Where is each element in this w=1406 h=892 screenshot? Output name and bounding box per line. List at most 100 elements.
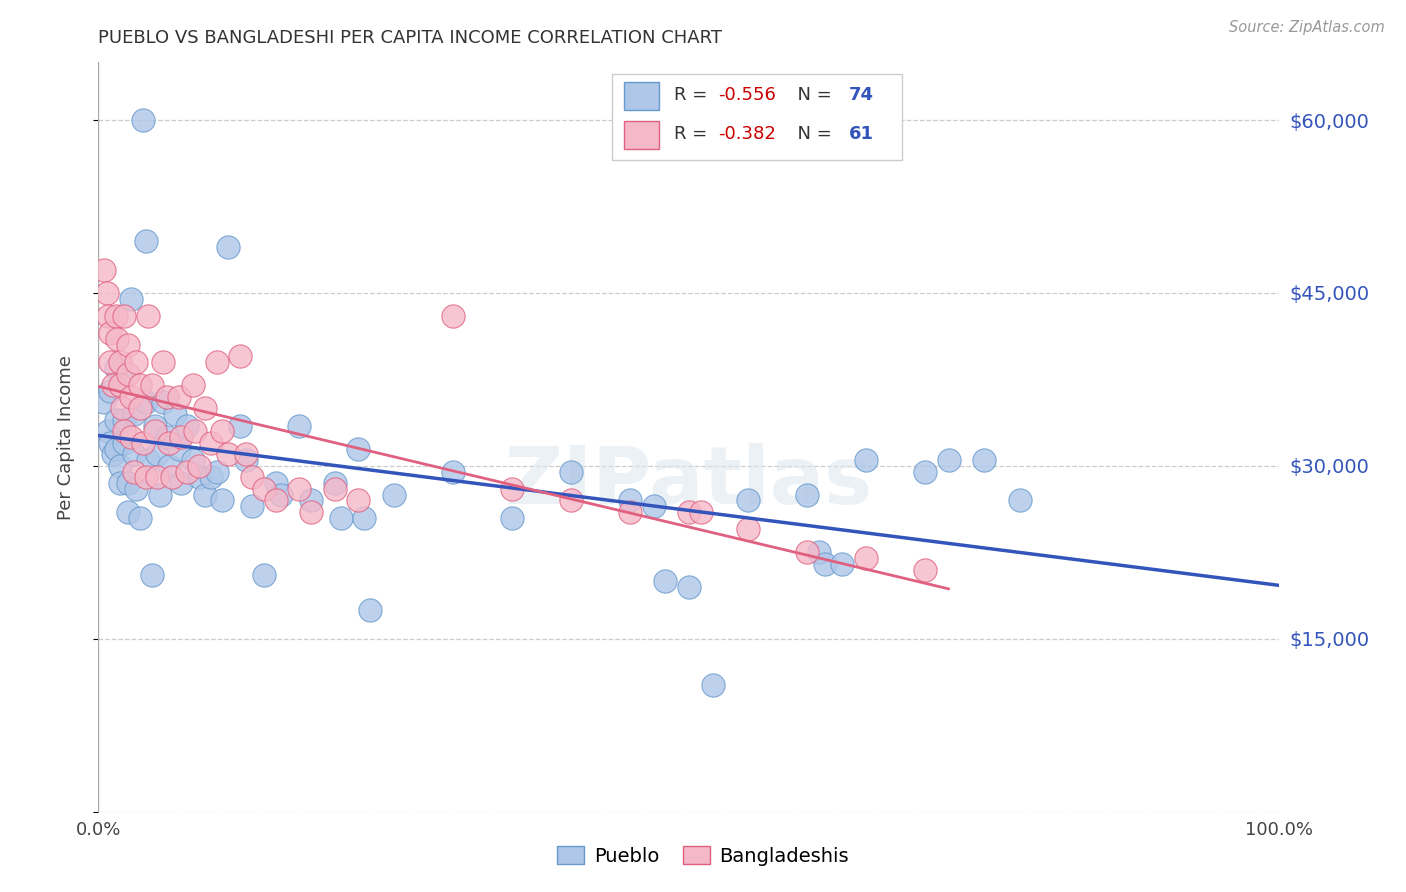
Point <box>121 292 143 306</box>
Point <box>136 309 159 323</box>
FancyBboxPatch shape <box>624 121 659 149</box>
Point <box>211 425 233 439</box>
Point <box>200 470 222 484</box>
Text: PUEBLO VS BANGLADESHI PER CAPITA INCOME CORRELATION CHART: PUEBLO VS BANGLADESHI PER CAPITA INCOME … <box>98 29 723 47</box>
Point <box>128 510 150 524</box>
Point <box>156 430 179 444</box>
Point <box>181 378 204 392</box>
Point <box>194 488 217 502</box>
Point <box>122 407 145 421</box>
Legend: Pueblo, Bangladeshis: Pueblo, Bangladeshis <box>550 838 856 873</box>
Text: ZIPatlas: ZIPatlas <box>505 443 873 521</box>
Point <box>121 390 143 404</box>
Point <box>264 476 287 491</box>
Point <box>98 435 121 450</box>
Point <box>141 378 163 392</box>
Point <box>240 500 263 514</box>
Point <box>253 568 276 582</box>
Point <box>831 557 853 571</box>
Text: 74: 74 <box>848 86 873 103</box>
Point <box>135 234 157 248</box>
FancyBboxPatch shape <box>612 74 901 160</box>
Point <box>643 500 665 514</box>
Point <box>146 447 169 461</box>
Point <box>654 574 676 589</box>
Point <box>501 482 523 496</box>
Point <box>165 407 187 421</box>
Point <box>187 470 209 484</box>
Point <box>187 458 209 473</box>
Point <box>359 603 381 617</box>
Point <box>157 435 180 450</box>
Point <box>108 458 131 473</box>
Point <box>170 476 193 491</box>
Point <box>108 378 131 392</box>
FancyBboxPatch shape <box>624 82 659 111</box>
Point <box>112 309 135 323</box>
Point <box>235 453 257 467</box>
Text: N =: N = <box>786 125 838 143</box>
Point <box>93 395 115 409</box>
Point <box>117 476 139 491</box>
Point <box>117 505 139 519</box>
Point <box>329 510 352 524</box>
Point <box>288 482 311 496</box>
Point <box>125 355 148 369</box>
Point <box>973 453 995 467</box>
Text: R =: R = <box>673 86 713 103</box>
Point <box>112 413 135 427</box>
Point <box>211 493 233 508</box>
Point <box>441 465 464 479</box>
Point <box>855 551 877 566</box>
Point <box>678 580 700 594</box>
Point <box>441 309 464 323</box>
Point <box>181 453 204 467</box>
Point <box>122 465 145 479</box>
Point <box>229 418 252 433</box>
Text: 61: 61 <box>848 125 873 143</box>
Point <box>121 430 143 444</box>
Point <box>156 390 179 404</box>
Point <box>253 482 276 496</box>
Point <box>205 355 228 369</box>
Point <box>855 453 877 467</box>
Y-axis label: Per Capita Income: Per Capita Income <box>56 355 75 519</box>
Point <box>117 367 139 381</box>
Text: -0.382: -0.382 <box>718 125 776 143</box>
Point <box>737 522 759 536</box>
Point <box>167 390 190 404</box>
Point <box>347 442 370 456</box>
Point <box>143 425 166 439</box>
Point <box>194 401 217 416</box>
Point <box>619 493 641 508</box>
Point <box>117 338 139 352</box>
Point <box>323 476 346 491</box>
Point <box>170 430 193 444</box>
Point <box>229 350 252 364</box>
Point <box>105 413 128 427</box>
Point <box>176 418 198 433</box>
Point <box>814 557 837 571</box>
Point <box>347 493 370 508</box>
Point <box>125 482 148 496</box>
Point <box>167 442 190 456</box>
Point <box>737 493 759 508</box>
Point <box>353 510 375 524</box>
Point <box>807 545 830 559</box>
Point <box>97 425 120 439</box>
Point <box>105 309 128 323</box>
Point <box>157 458 180 473</box>
Point <box>141 568 163 582</box>
Point <box>938 453 960 467</box>
Point <box>135 470 157 484</box>
Point <box>136 453 159 467</box>
Point <box>112 425 135 439</box>
Text: N =: N = <box>786 86 838 103</box>
Point <box>128 378 150 392</box>
Point <box>796 545 818 559</box>
Point <box>240 470 263 484</box>
Point <box>105 442 128 456</box>
Point <box>235 447 257 461</box>
Point <box>200 435 222 450</box>
Point <box>678 505 700 519</box>
